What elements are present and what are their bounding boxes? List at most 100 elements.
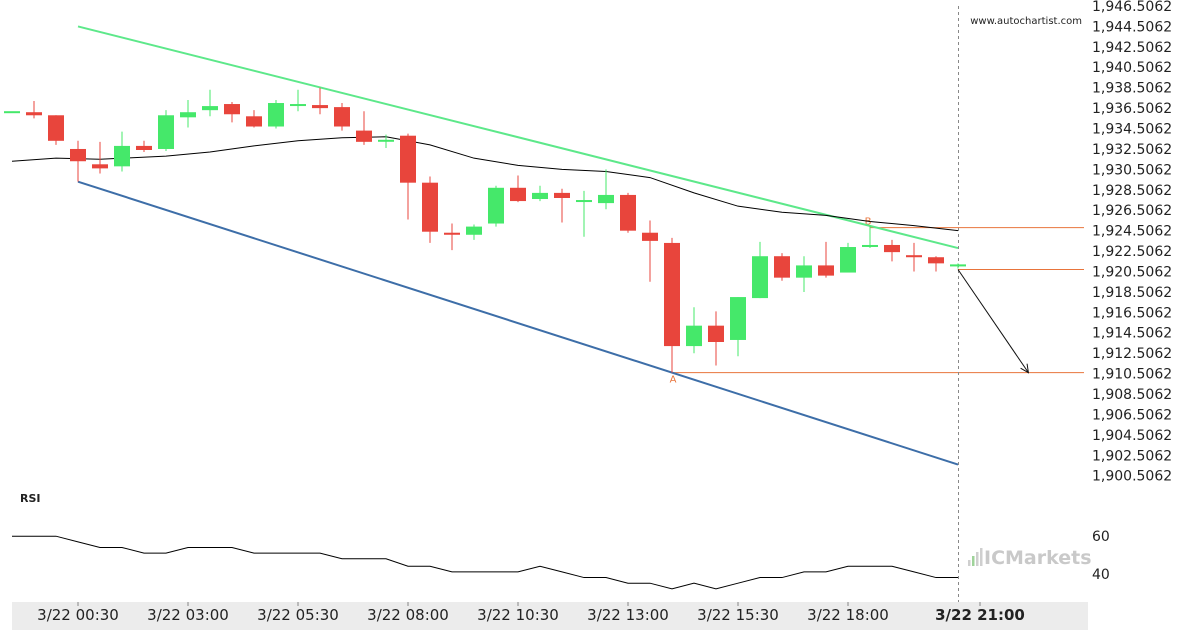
candle-up: [532, 192, 548, 200]
rsi-line: [12, 535, 958, 590]
x-tick-label: 3/22 05:30: [257, 606, 339, 624]
y-tick-label: 1,932.5062: [1092, 142, 1172, 158]
candle-down: [92, 164, 108, 169]
rsi-panel: RSI 60 40: [12, 492, 1110, 590]
y-tick-label: 1,918.5062: [1092, 285, 1172, 301]
x-tick-label: 3/22 08:00: [367, 606, 449, 624]
y-tick-label: 1,924.5062: [1092, 224, 1172, 240]
candle-up: [730, 297, 746, 340]
candle-down: [312, 105, 328, 109]
moving-average-line: [11, 136, 959, 232]
plot-area: [12, 0, 1088, 602]
candle-down: [664, 242, 680, 347]
candle-down: [26, 112, 42, 116]
candle-up: [158, 115, 174, 149]
candle-down: [444, 232, 460, 235]
candle-up: [950, 264, 966, 267]
rsi-tick-label: 60: [1092, 529, 1110, 545]
y-tick-label: 1,926.5062: [1092, 203, 1172, 219]
resistance-line: [77, 25, 959, 250]
trend-overlays: BA: [11, 6, 1084, 602]
candle-up: [686, 325, 702, 347]
y-tick-label: 1,938.5062: [1092, 81, 1172, 97]
y-tick-label: 1,916.5062: [1092, 305, 1172, 321]
logo-text: ICMarkets: [984, 547, 1092, 569]
candle-up: [488, 187, 504, 224]
y-tick-label: 1,928.5062: [1092, 183, 1172, 199]
y-tick-label: 1,904.5062: [1092, 428, 1172, 444]
x-tick-label: 3/22 03:00: [147, 606, 229, 624]
candlestick-series: [4, 87, 966, 373]
candle-down: [224, 104, 240, 115]
site-watermark: www.autochartist.com: [970, 16, 1082, 27]
candle-down: [620, 194, 636, 231]
candle-down: [708, 325, 724, 342]
x-tick-label: 3/22 13:00: [587, 606, 669, 624]
candle-down: [422, 182, 438, 232]
candle-up: [862, 244, 878, 247]
candle-down: [400, 135, 416, 183]
x-tick-label: 3/22 18:00: [807, 606, 889, 624]
x-tick-label: 3/22 21:00: [935, 606, 1025, 624]
y-tick-label: 1,912.5062: [1092, 346, 1172, 362]
candle-up: [290, 104, 306, 107]
x-tick-label: 3/22 10:30: [477, 606, 559, 624]
candle-down: [884, 244, 900, 253]
candle-down: [70, 148, 86, 162]
candle-up: [576, 200, 592, 203]
candle-up: [598, 194, 614, 204]
candle-up: [796, 265, 812, 278]
candle-down: [510, 187, 526, 202]
candle-up: [752, 256, 768, 299]
candle-up: [202, 106, 218, 111]
candle-up: [114, 145, 130, 167]
x-axis-band: [12, 602, 1088, 630]
candle-down: [48, 115, 64, 141]
y-tick-label: 1,930.5062: [1092, 162, 1172, 178]
y-tick-label: 1,934.5062: [1092, 121, 1172, 137]
y-tick-label: 1,944.5062: [1092, 19, 1172, 35]
y-tick-label: 1,910.5062: [1092, 367, 1172, 383]
x-tick-label: 3/22 15:30: [697, 606, 779, 624]
candle-up: [466, 226, 482, 235]
y-tick-label: 1,908.5062: [1092, 387, 1172, 403]
rsi-label: RSI: [20, 492, 41, 505]
logo-suffix: Markets: [1005, 547, 1092, 569]
forecast-arrow: [957, 269, 1029, 373]
y-tick-label: 1,936.5062: [1092, 101, 1172, 117]
y-tick-label: 1,922.5062: [1092, 244, 1172, 260]
candle-up: [268, 103, 284, 127]
support-line: [77, 180, 959, 466]
y-tick-label: 1,920.5062: [1092, 264, 1172, 280]
candle-up: [4, 111, 20, 114]
axes: 1,946.5062 1,944.5062 1,942.5062 1,940.5062…: [12, 0, 1172, 630]
candle-down: [136, 145, 152, 150]
logo-bars-icon: [968, 548, 983, 566]
y-tick-label: 1,914.5062: [1092, 326, 1172, 342]
point-label-b: B: [865, 217, 872, 228]
point-label-a: A: [670, 375, 677, 386]
candle-down: [356, 130, 372, 142]
candle-down: [642, 232, 658, 241]
y-tick-label: 1,902.5062: [1092, 448, 1172, 464]
rsi-tick-label: 40: [1092, 567, 1110, 583]
candle-down: [774, 256, 790, 278]
candle-up: [180, 112, 196, 118]
candle-down: [554, 192, 570, 198]
candle-down: [906, 255, 922, 258]
y-tick-label: 1,900.5062: [1092, 469, 1172, 485]
logo-prefix: IC: [984, 547, 1005, 569]
broker-logo: ICMarkets: [968, 547, 1092, 569]
y-tick-label: 1,946.5062: [1092, 0, 1172, 15]
y-tick-label: 1,942.5062: [1092, 40, 1172, 56]
forecast-arrow-head: [1020, 363, 1030, 374]
candle-down: [334, 107, 350, 127]
candle-down: [818, 265, 834, 276]
chart-background: [12, 0, 1088, 602]
candle-down: [928, 257, 944, 264]
x-tick-label: 3/22 00:30: [37, 606, 119, 624]
y-tick-label: 1,940.5062: [1092, 60, 1172, 76]
y-tick-label: 1,906.5062: [1092, 407, 1172, 423]
candle-down: [246, 116, 262, 127]
